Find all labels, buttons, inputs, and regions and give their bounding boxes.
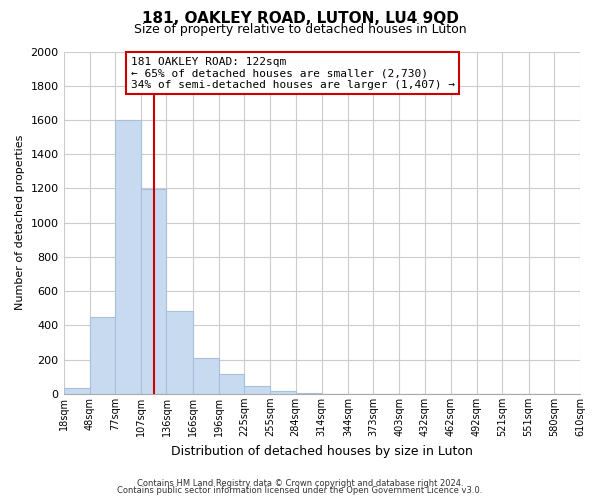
Y-axis label: Number of detached properties: Number of detached properties [15, 135, 25, 310]
Text: Contains HM Land Registry data © Crown copyright and database right 2024.: Contains HM Land Registry data © Crown c… [137, 478, 463, 488]
Text: Size of property relative to detached houses in Luton: Size of property relative to detached ho… [134, 22, 466, 36]
Text: Contains public sector information licensed under the Open Government Licence v3: Contains public sector information licen… [118, 486, 482, 495]
Bar [270, 392, 296, 394]
X-axis label: Distribution of detached houses by size in Luton: Distribution of detached houses by size … [171, 444, 473, 458]
Bar [90, 317, 115, 394]
Bar [166, 311, 193, 394]
Bar [244, 386, 270, 394]
Text: 181 OAKLEY ROAD: 122sqm
← 65% of detached houses are smaller (2,730)
34% of semi: 181 OAKLEY ROAD: 122sqm ← 65% of detache… [131, 56, 455, 90]
Bar [219, 374, 244, 394]
Bar [193, 358, 219, 394]
Bar [141, 190, 166, 394]
Text: 181, OAKLEY ROAD, LUTON, LU4 9QD: 181, OAKLEY ROAD, LUTON, LU4 9QD [142, 11, 458, 26]
Bar [296, 393, 322, 394]
Bar [64, 388, 90, 394]
Bar [115, 120, 141, 394]
